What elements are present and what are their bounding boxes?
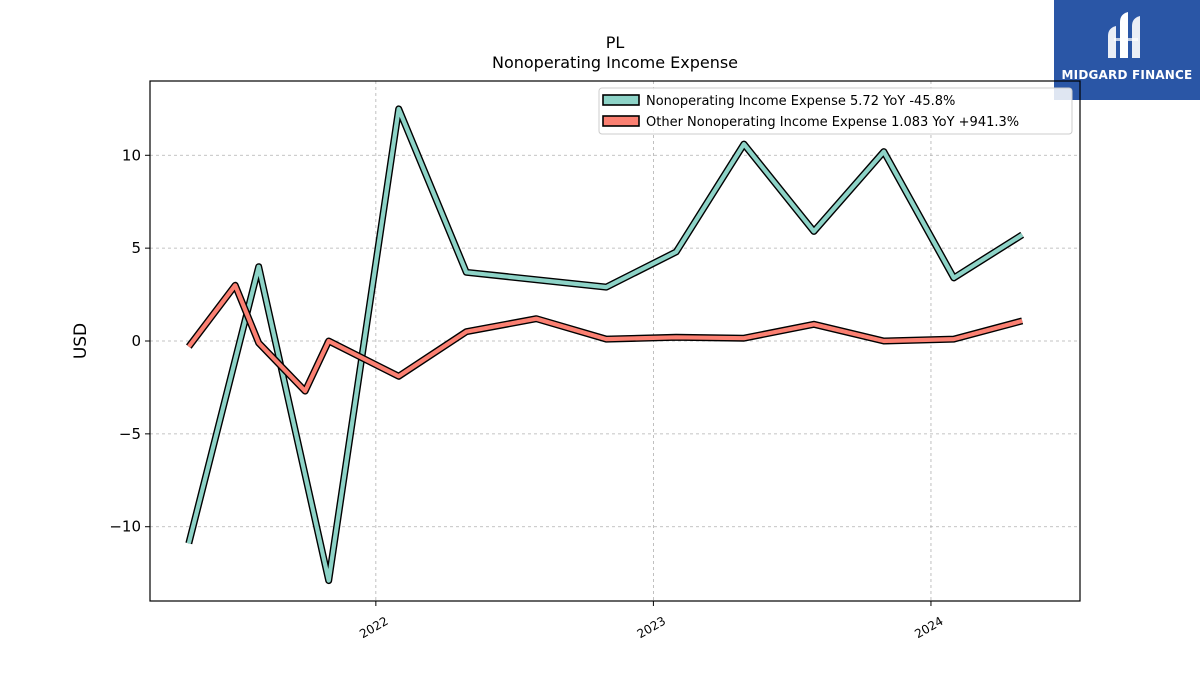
legend-swatch-1 — [602, 115, 640, 127]
chart-subtitle: Nonoperating Income Expense — [491, 53, 739, 72]
logo-mark-icon — [1108, 12, 1140, 58]
legend-swatch-0 — [602, 94, 640, 106]
brand-logo: MIDGARD FINANCE — [1054, 0, 1200, 100]
axes: −10 −5 0 5 10 2022 2023 2024 USD — [71, 146, 946, 641]
series-lines — [185, 105, 1025, 585]
y-axis-label: USD — [71, 323, 91, 359]
y-tick-label: 5 — [131, 239, 141, 257]
x-tick-label: 2023 — [635, 614, 668, 641]
x-tick-label: 2024 — [912, 614, 945, 641]
legend-label-1: Other Nonoperating Income Expense 1.083 … — [646, 115, 1019, 130]
legend: Nonoperating Income Expense 5.72 YoY -45… — [598, 87, 1073, 135]
y-tick-label: −5 — [119, 425, 141, 443]
legend-label-0: Nonoperating Income Expense 5.72 YoY -45… — [646, 94, 955, 109]
series-line-1 — [187, 283, 1023, 394]
y-tick-label: 10 — [122, 146, 141, 164]
chart-title: PL — [605, 33, 625, 52]
legend-box — [598, 87, 1073, 135]
series-line-0 — [186, 106, 1024, 583]
y-tick-label: −10 — [109, 518, 141, 536]
y-tick-label: 0 — [131, 332, 141, 350]
logo-text: MIDGARD FINANCE — [1061, 68, 1193, 82]
x-tick-label: 2022 — [357, 614, 390, 641]
